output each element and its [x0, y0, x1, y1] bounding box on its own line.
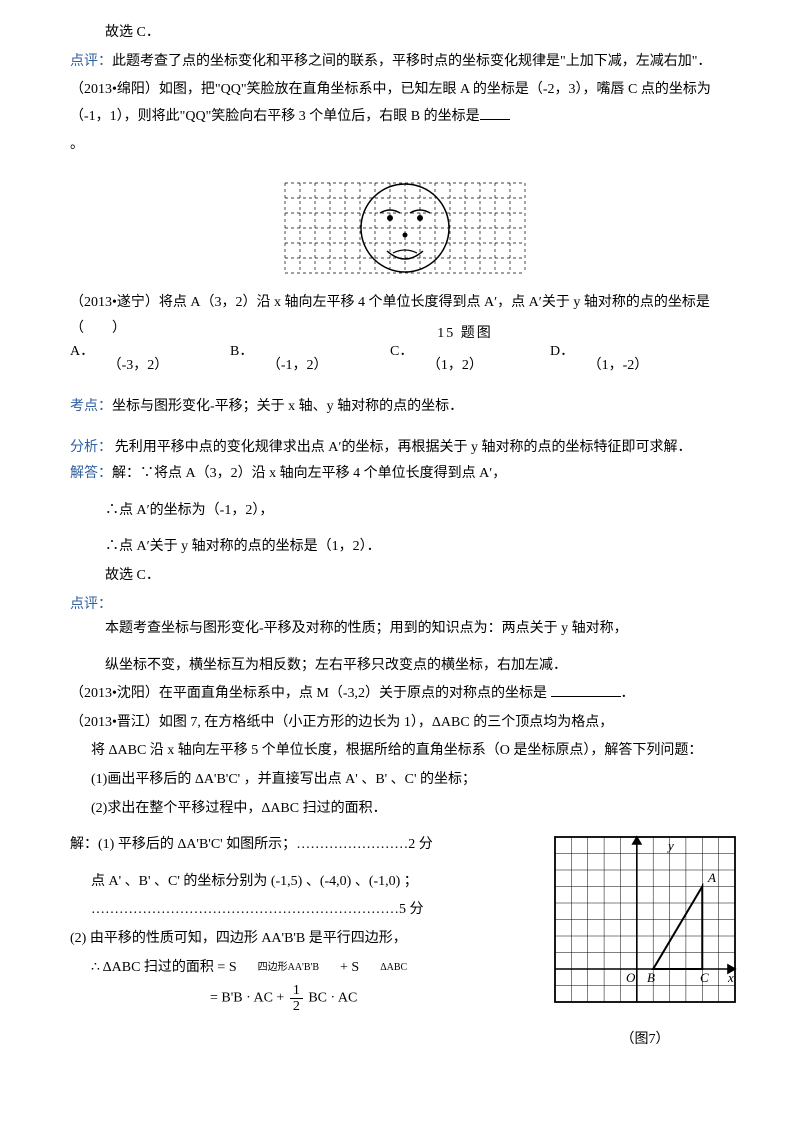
topic-label: 考点：	[70, 399, 112, 414]
option-d-letter: D．	[550, 339, 574, 366]
solve-l4: 故选 C．	[70, 563, 740, 590]
svg-text:C: C	[700, 970, 709, 985]
nose	[403, 232, 408, 237]
answer-blank-2	[551, 682, 621, 697]
solve-label: 解答：	[70, 466, 112, 481]
sol-2: 点 A' 、B' 、C' 的坐标分别为 (-1,5) 、(-4,0) 、(-1,…	[70, 869, 540, 896]
figure-7: y x O A B C （图7）	[550, 832, 740, 1053]
triangle-grid-svg: y x O A B C	[550, 832, 740, 1012]
qq-face-figure	[70, 163, 740, 294]
option-c[interactable]: C． （1，2）	[390, 339, 550, 380]
comment-2-label: 点评：	[70, 597, 112, 612]
sol-3: …………………………………………………………5 分	[70, 897, 540, 924]
question-2-tail: 。	[70, 132, 740, 159]
option-d-value: （1，-2）	[578, 339, 649, 380]
comment-1-label: 点评：	[70, 54, 112, 69]
svg-text:O: O	[626, 970, 636, 985]
sol-5: ∴ ΔABC 扫过的面积 = S四边形AA'B'B + SΔABC	[70, 955, 540, 982]
svg-text:x: x	[727, 970, 734, 985]
option-row: A． （-3，2） B． （-1，2） C． （1，2） D． （1，-2）	[70, 339, 740, 380]
comment-2-l0: 点评：	[70, 592, 740, 619]
option-b-letter: B．	[230, 339, 253, 366]
solution-left: 解：(1) 平移后的 ΔA'B'C' 如图所示；……………………2 分 点 A'…	[70, 832, 546, 1016]
comment-1: 点评：此题考查了点的坐标变化和平移之间的联系，平移时点的坐标变化规律是"上加下减…	[70, 49, 740, 76]
question-5-task1: (1)画出平移后的 ΔA'B'C' ，并直接写出点 A' 、B' 、C' 的坐标…	[70, 767, 740, 794]
analysis-text: 先利用平移中点的变化规律求出点 A′的坐标，再根据关于 y 轴对称的点的坐标特征…	[115, 440, 692, 455]
option-c-letter: C．	[390, 339, 413, 366]
sol-1: 解：(1) 平移后的 ΔA'B'C' 如图所示；……………………2 分	[70, 832, 540, 859]
question-5-l2: 将 ΔABC 沿 x 轴向左平移 5 个单位长度，根据所给的直角坐标系（O 是坐…	[70, 738, 740, 765]
option-b[interactable]: B． （-1，2）	[230, 339, 390, 380]
analysis-label: 分析：	[70, 435, 115, 462]
option-a[interactable]: A． （-3，2）	[70, 339, 230, 380]
analysis-row: 分析：先利用平移中点的变化规律求出点 A′的坐标，再根据关于 y 轴对称的点的坐…	[70, 435, 740, 462]
svg-text:y: y	[666, 838, 674, 853]
sol-6: = B'B · AC + 12 BC · AC	[70, 983, 540, 1014]
question-4: （2013•沈阳）在平面直角坐标系中，点 M（-3,2）关于原点的对称点的坐标是…	[70, 681, 740, 708]
option-c-value: （1，2）	[417, 339, 483, 380]
comment-2-l1: 本题考查坐标与图形变化-平移及对称的性质；用到的知识点为：两点关于 y 轴对称，	[70, 616, 740, 643]
option-a-letter: A．	[70, 339, 94, 366]
comment-1-text: 此题考查了点的坐标变化和平移之间的联系，平移时点的坐标变化规律是"上加下减，左减…	[112, 54, 711, 69]
svg-text:B: B	[647, 970, 655, 985]
right-brow	[410, 210, 430, 213]
comment-2-l2: 纵坐标不变，横坐标互为相反数；左右平移只改变点的横坐标，右加左减．	[70, 653, 740, 680]
left-brow	[380, 210, 400, 213]
qq-face-svg	[275, 163, 535, 283]
topic-row: 考点：坐标与图形变化-平移；关于 x 轴、y 轴对称的点的坐标．	[70, 394, 740, 421]
option-b-value: （-1，2）	[257, 339, 328, 380]
left-eye	[387, 215, 393, 221]
answer-blank	[480, 105, 510, 120]
prev-conclusion: 故选 C．	[70, 20, 740, 47]
solve-l1: 解答：解：∵将点 A（3，2）沿 x 轴向左平移 4 个单位长度得到点 A′，	[70, 461, 740, 488]
fraction-half: 12	[290, 983, 303, 1014]
solve-l3: ∴点 A′关于 y 轴对称的点的坐标是（1，2）．	[70, 534, 740, 561]
right-eye	[417, 215, 423, 221]
sol-4: (2) 由平移的性质可知，四边形 AA'B'B 是平行四边形，	[70, 926, 540, 953]
topic-text: 坐标与图形变化-平移；关于 x 轴、y 轴对称的点的坐标．	[112, 399, 463, 414]
question-2: （2013•绵阳）如图，把"QQ"笑脸放在直角坐标系中，已知左眼 A 的坐标是（…	[70, 77, 740, 130]
option-d[interactable]: D． （1，-2）	[550, 339, 710, 380]
question-5-l1: （2013•晋江）如图 7, 在方格纸中（小正方形的边长为 1），ΔABC 的三…	[70, 710, 740, 737]
svg-text:A: A	[707, 870, 716, 885]
figure-7-caption: （图7）	[550, 1027, 740, 1054]
option-a-value: （-3，2）	[98, 339, 169, 380]
solve-l2: ∴点 A′的坐标为（-1，2），	[70, 498, 740, 525]
question-5-task2: (2)求出在整个平移过程中，ΔABC 扫过的面积．	[70, 796, 740, 823]
